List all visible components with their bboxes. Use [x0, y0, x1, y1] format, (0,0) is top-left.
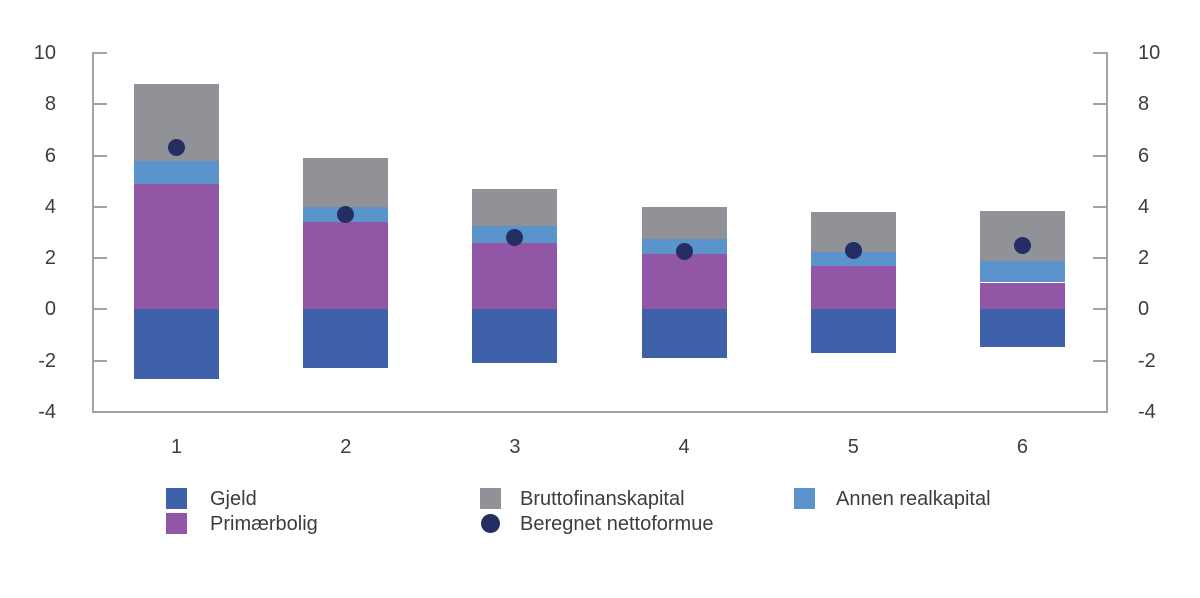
y-axis-label-right: 10 — [1138, 42, 1161, 64]
y-tick-mark-left — [92, 257, 107, 260]
bar-segment-bruttofinanskapital — [303, 158, 389, 207]
y-tick-mark-left — [92, 154, 107, 157]
bar-segment-annen-realkapital — [979, 260, 1065, 283]
bar-segment-gjeld — [810, 309, 896, 353]
y-axis-label-right: 6 — [1138, 144, 1150, 167]
y-axis-label-left: 6 — [44, 144, 56, 167]
y-axis-label-right: 4 — [1138, 195, 1150, 218]
y-axis-left-spine — [92, 53, 94, 412]
y-tick-mark-right — [1093, 359, 1108, 362]
bar-segment-gjeld — [979, 309, 1065, 347]
x-axis-category-label: 2 — [340, 436, 352, 458]
y-tick-mark-left — [92, 52, 107, 54]
bar-segment-bruttofinanskapital — [641, 206, 727, 239]
bar-segment-prim-rbolig — [979, 282, 1065, 310]
y-tick-mark-left — [92, 308, 107, 311]
y-axis-label-right: 0 — [1138, 298, 1150, 321]
bar-segment-annen-realkapital — [134, 160, 220, 184]
bar-segment-prim-rbolig — [810, 265, 896, 310]
y-axis-label-right: 2 — [1138, 247, 1150, 270]
y-tick-mark-right — [1093, 257, 1108, 260]
bar-segment-prim-rbolig — [134, 183, 220, 310]
y-tick-mark-left — [92, 205, 107, 208]
y-tick-mark-left — [92, 359, 107, 362]
bar-segment-gjeld — [472, 309, 558, 364]
y-axis-label-left: 0 — [44, 298, 56, 321]
x-axis-spine — [92, 411, 1108, 413]
y-axis-label-right: -4 — [1138, 401, 1156, 423]
x-axis-category-label: 6 — [1016, 436, 1028, 458]
y-axis-label-left: 10 — [33, 42, 56, 64]
net-worth-dot — [506, 229, 524, 247]
x-axis-category-label: 1 — [171, 436, 183, 458]
bar-segment-prim-rbolig — [303, 222, 389, 310]
x-axis-category-label: 4 — [678, 436, 690, 458]
y-axis-label-left: 4 — [44, 195, 56, 218]
x-axis-category-label: 5 — [847, 436, 859, 458]
y-tick-mark-left — [92, 103, 107, 106]
y-tick-mark-right — [1093, 103, 1108, 106]
y-tick-mark-right — [1093, 308, 1108, 311]
y-axis-right-spine — [1106, 53, 1108, 412]
bar-segment-gjeld — [641, 309, 727, 359]
y-axis-label-left: 2 — [44, 247, 56, 270]
net-worth-dot — [844, 241, 862, 259]
y-tick-mark-right — [1093, 205, 1108, 208]
bar-segment-gjeld — [134, 309, 220, 379]
y-axis-label-left: 8 — [44, 93, 56, 116]
y-tick-mark-right — [1093, 154, 1108, 157]
bar-segment-prim-rbolig — [641, 254, 727, 310]
y-tick-mark-right — [1093, 52, 1108, 54]
y-axis-label-right: 8 — [1138, 93, 1150, 116]
y-axis-label-right: -2 — [1138, 349, 1156, 372]
bar-segment-gjeld — [303, 309, 389, 369]
y-axis-label-left: -4 — [38, 401, 56, 423]
y-axis-label-left: -2 — [38, 349, 56, 372]
bar-segment-bruttofinanskapital — [472, 188, 558, 227]
net-worth-dot — [675, 243, 693, 261]
x-axis-category-label: 3 — [509, 436, 521, 458]
bar-segment-prim-rbolig — [472, 242, 558, 310]
net-worth-dot — [1013, 236, 1031, 254]
net-worth-dot — [337, 206, 355, 224]
net-worth-dot — [168, 139, 186, 157]
